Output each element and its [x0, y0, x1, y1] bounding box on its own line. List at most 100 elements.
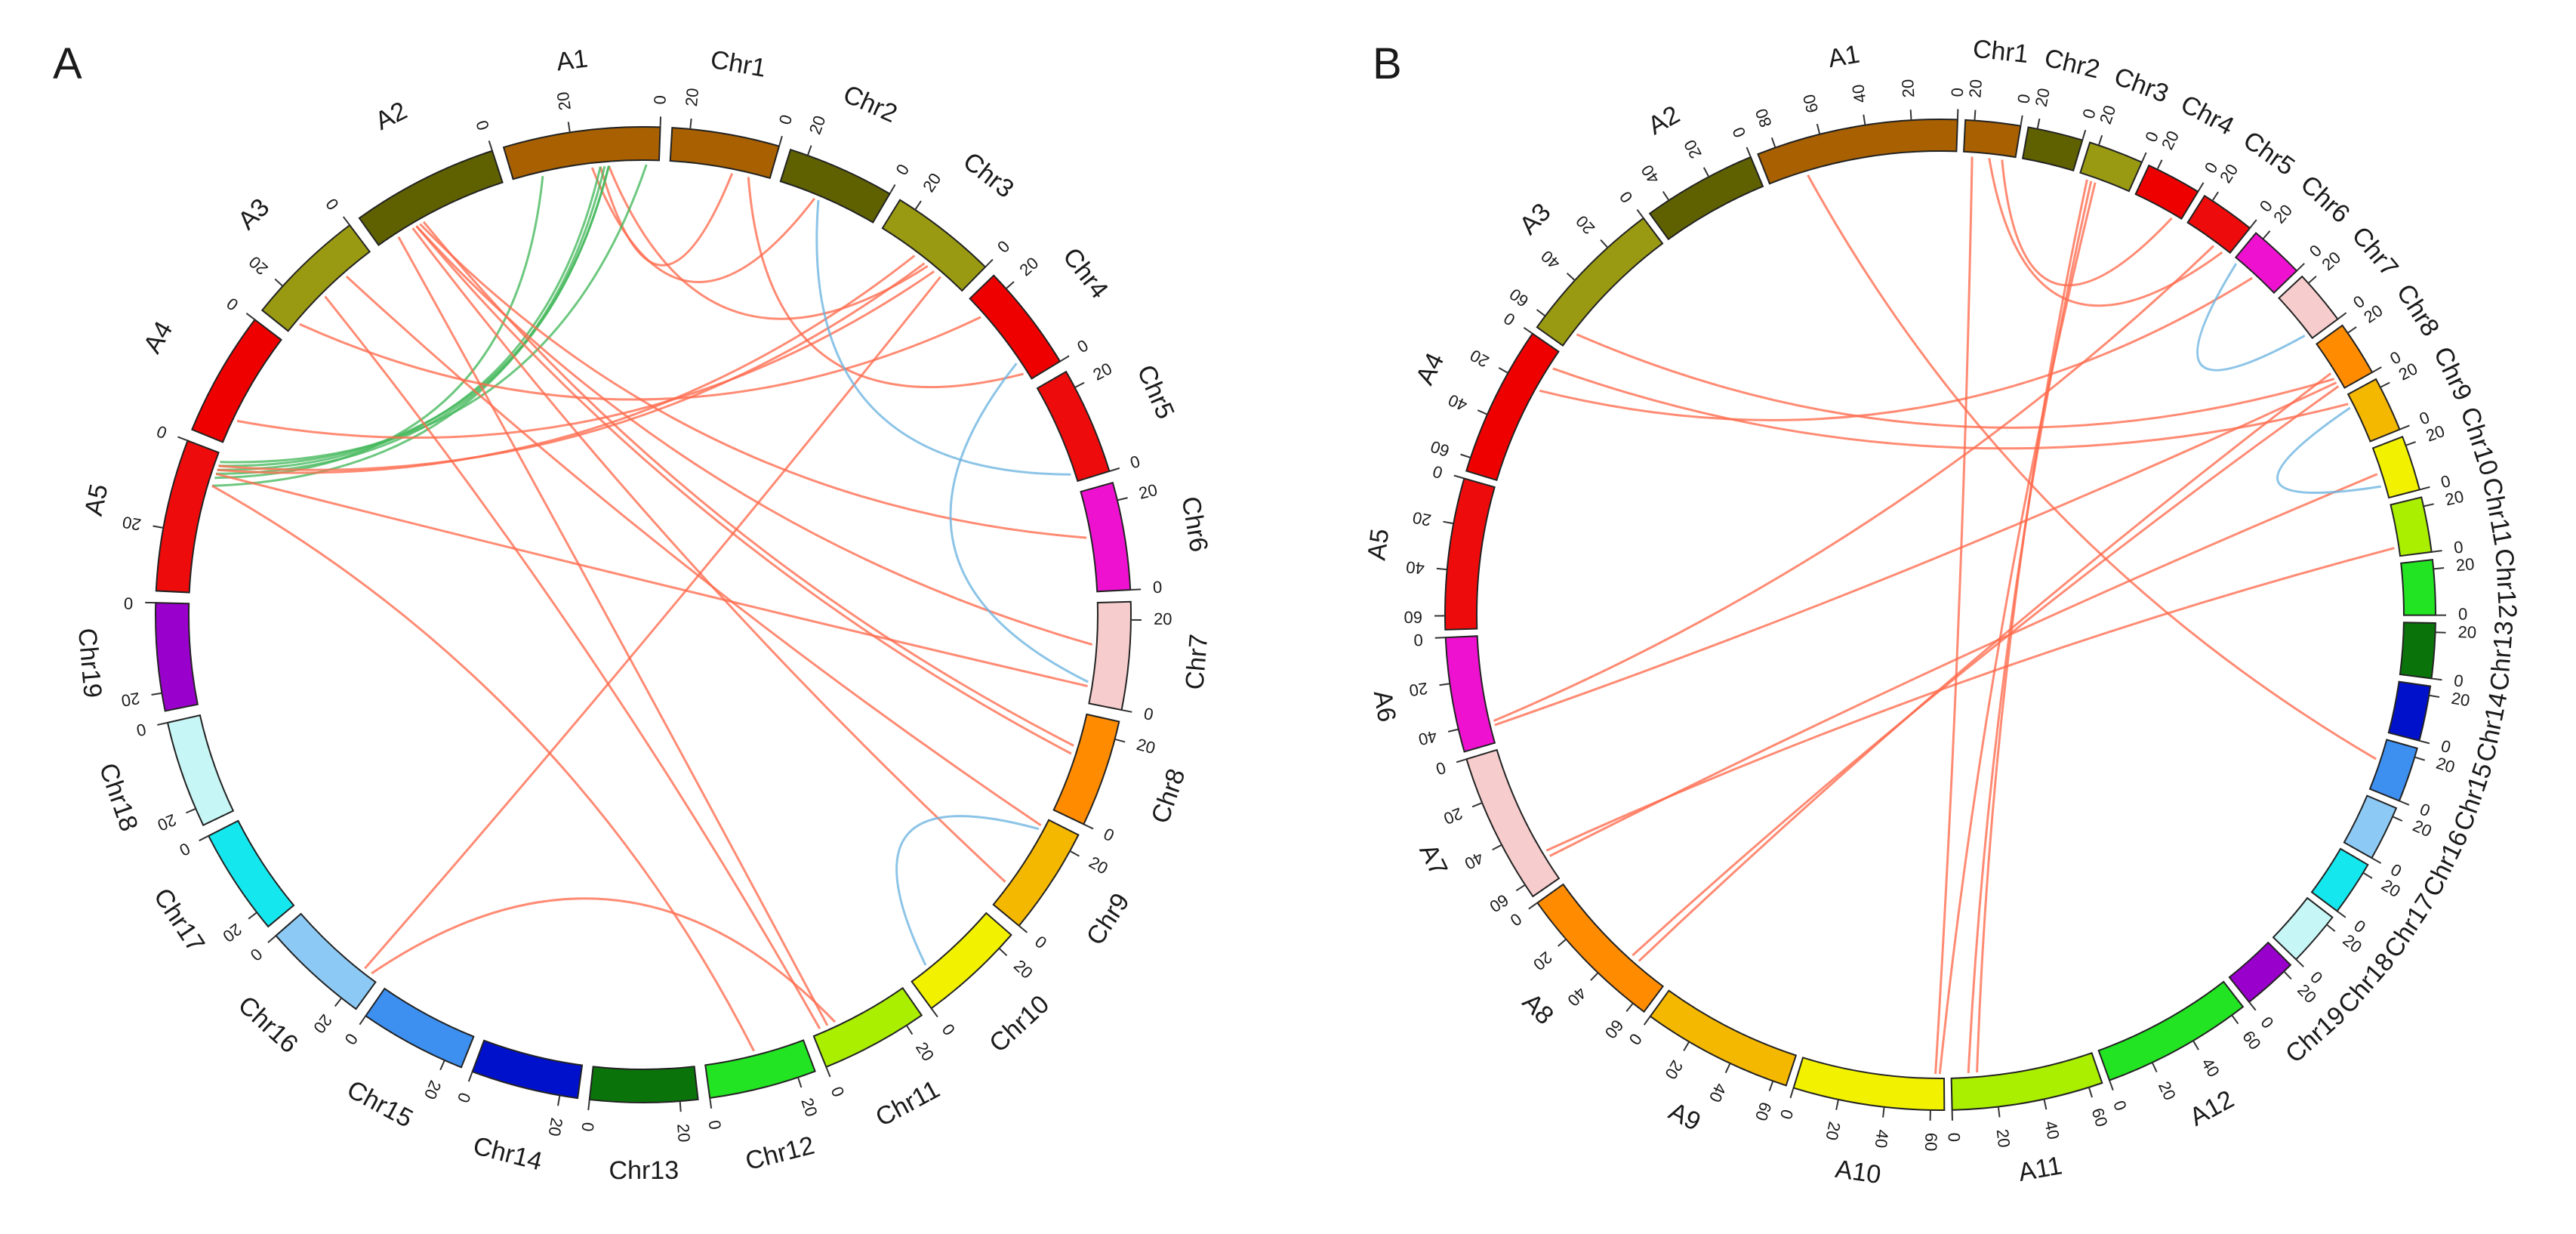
segment-band-a-chr2	[779, 148, 891, 224]
tick-mark	[2423, 503, 2434, 507]
segment-label: Chr2	[839, 79, 901, 128]
tick-label: 0	[2458, 605, 2467, 624]
segment-band-b-chr18	[2272, 896, 2334, 961]
link-a-26	[895, 815, 1040, 966]
tick-mark	[1566, 273, 1576, 281]
segment-label: Chr12	[2489, 548, 2522, 619]
segment-label: A5	[1362, 527, 1394, 562]
tick-label: 0	[1616, 188, 1636, 207]
tick-mark	[1477, 409, 1488, 415]
segment-label: A3	[1514, 198, 1556, 240]
tick-label: 20	[245, 252, 272, 279]
segment-band-a-chr12	[704, 1039, 816, 1100]
circos-panel-a: A 020A10A2020A30A4020A5020Chr19020Chr180…	[53, 39, 1213, 1185]
link-a-21	[215, 472, 1088, 687]
segment-a-chr12: 0 20 Chr12	[704, 1039, 821, 1177]
tick-mark	[806, 145, 812, 156]
segment-label: A8	[1517, 988, 1559, 1030]
segment-label: Chr19	[72, 627, 107, 699]
segment-band-b-chr11	[2390, 496, 2433, 557]
link-a-11	[415, 225, 1072, 755]
tick-label: 20	[1010, 956, 1037, 983]
tick-label: 20	[120, 689, 141, 711]
segment-band-b-chr16	[2343, 794, 2398, 859]
tick-label: 40	[1564, 983, 1590, 1010]
tick-label: 0	[1776, 1107, 1798, 1121]
tick-mark	[157, 721, 168, 726]
tick-label: 0	[1729, 125, 1750, 140]
segment-b-a2: 0 20 40 A2	[1638, 100, 1764, 241]
tick-label: 0	[994, 237, 1013, 257]
segment-band-b-a8	[1536, 883, 1665, 1013]
segment-b-chr7: 020 Chr7	[2278, 221, 2404, 340]
tick-label: 20	[2216, 161, 2242, 187]
link-a-1	[590, 167, 815, 283]
segment-label: Chr17	[148, 883, 211, 957]
segment-label: Chr4	[2176, 90, 2239, 141]
tick-mark	[342, 216, 350, 226]
segment-a-chr10: 0 20 Chr10	[911, 912, 1055, 1058]
link-b-9	[1638, 372, 2332, 962]
tick-mark	[245, 313, 256, 321]
tick-mark	[2362, 872, 2373, 879]
tick-label: 20	[1441, 804, 1465, 828]
tick-mark	[1770, 137, 1776, 148]
segment-label: Chr19	[2280, 1001, 2351, 1069]
segment-a-chr5: 0 20 Chr5	[1036, 359, 1180, 483]
segment-b-a11: 0 20 40 60 A11	[1945, 1052, 2112, 1187]
tick-mark	[2431, 550, 2442, 553]
segment-band-a-a3	[260, 224, 371, 332]
tick-label: 20	[1137, 480, 1160, 503]
segment-band-b-a11	[1950, 1052, 2103, 1111]
segment-band-b-chr4	[2134, 164, 2199, 221]
tick-label: 20	[421, 1078, 445, 1103]
tick-mark	[2307, 275, 2317, 284]
segment-a-chr17: 0 20 Chr17	[148, 819, 295, 958]
tick-mark	[199, 834, 209, 842]
tick-mark	[1768, 1081, 1774, 1091]
tick-mark	[914, 200, 922, 211]
tick-mark	[2036, 118, 2041, 129]
segment-label: A4	[1410, 348, 1450, 389]
tick-mark	[274, 278, 284, 287]
tick-mark	[1882, 1106, 1885, 1118]
tick-label: 0	[1948, 88, 1967, 97]
segment-band-a-a4	[191, 318, 282, 443]
segment-label: Chr8	[2391, 279, 2445, 342]
tick-mark	[1724, 1063, 1731, 1074]
tick-mark	[1460, 453, 1471, 459]
segment-label: Chr6	[2295, 170, 2356, 229]
segment-label: Chr3	[2110, 62, 2172, 109]
tick-label: 0	[938, 1020, 959, 1039]
tick-mark	[1109, 467, 1120, 472]
segment-band-b-a2	[1648, 156, 1764, 241]
segment-band-b-chr19	[2228, 941, 2292, 1004]
link-a-12	[411, 227, 1006, 883]
segment-label: Chr12	[742, 1131, 817, 1177]
tick-label: 40	[1638, 162, 1663, 187]
link-a-24	[364, 276, 941, 970]
tick-mark	[1528, 902, 1538, 910]
link-b-14	[2001, 159, 2173, 287]
segment-label: Chr9	[1081, 888, 1135, 950]
tick-label: 20	[2096, 103, 2120, 126]
tick-label: 20	[2155, 1078, 2180, 1103]
tick-mark	[2392, 816, 2403, 822]
tick-mark	[2419, 486, 2430, 491]
tick-mark	[2347, 326, 2357, 334]
tick-label: 0	[775, 113, 796, 127]
tick-label: 20	[1135, 735, 1157, 757]
tick-mark	[998, 948, 1008, 957]
tick-label: 20	[1154, 609, 1172, 628]
tick-mark	[2141, 152, 2147, 163]
tick-mark	[2109, 1080, 2114, 1091]
tick-label: 60	[1601, 1016, 1628, 1042]
link-layer	[211, 164, 1093, 1052]
segment-band-a-chr10	[911, 912, 1012, 1010]
tick-mark	[334, 997, 343, 1007]
tick-label: 0	[177, 839, 193, 860]
segment-label: Chr5	[2238, 125, 2300, 181]
tick-mark	[1662, 191, 1670, 201]
